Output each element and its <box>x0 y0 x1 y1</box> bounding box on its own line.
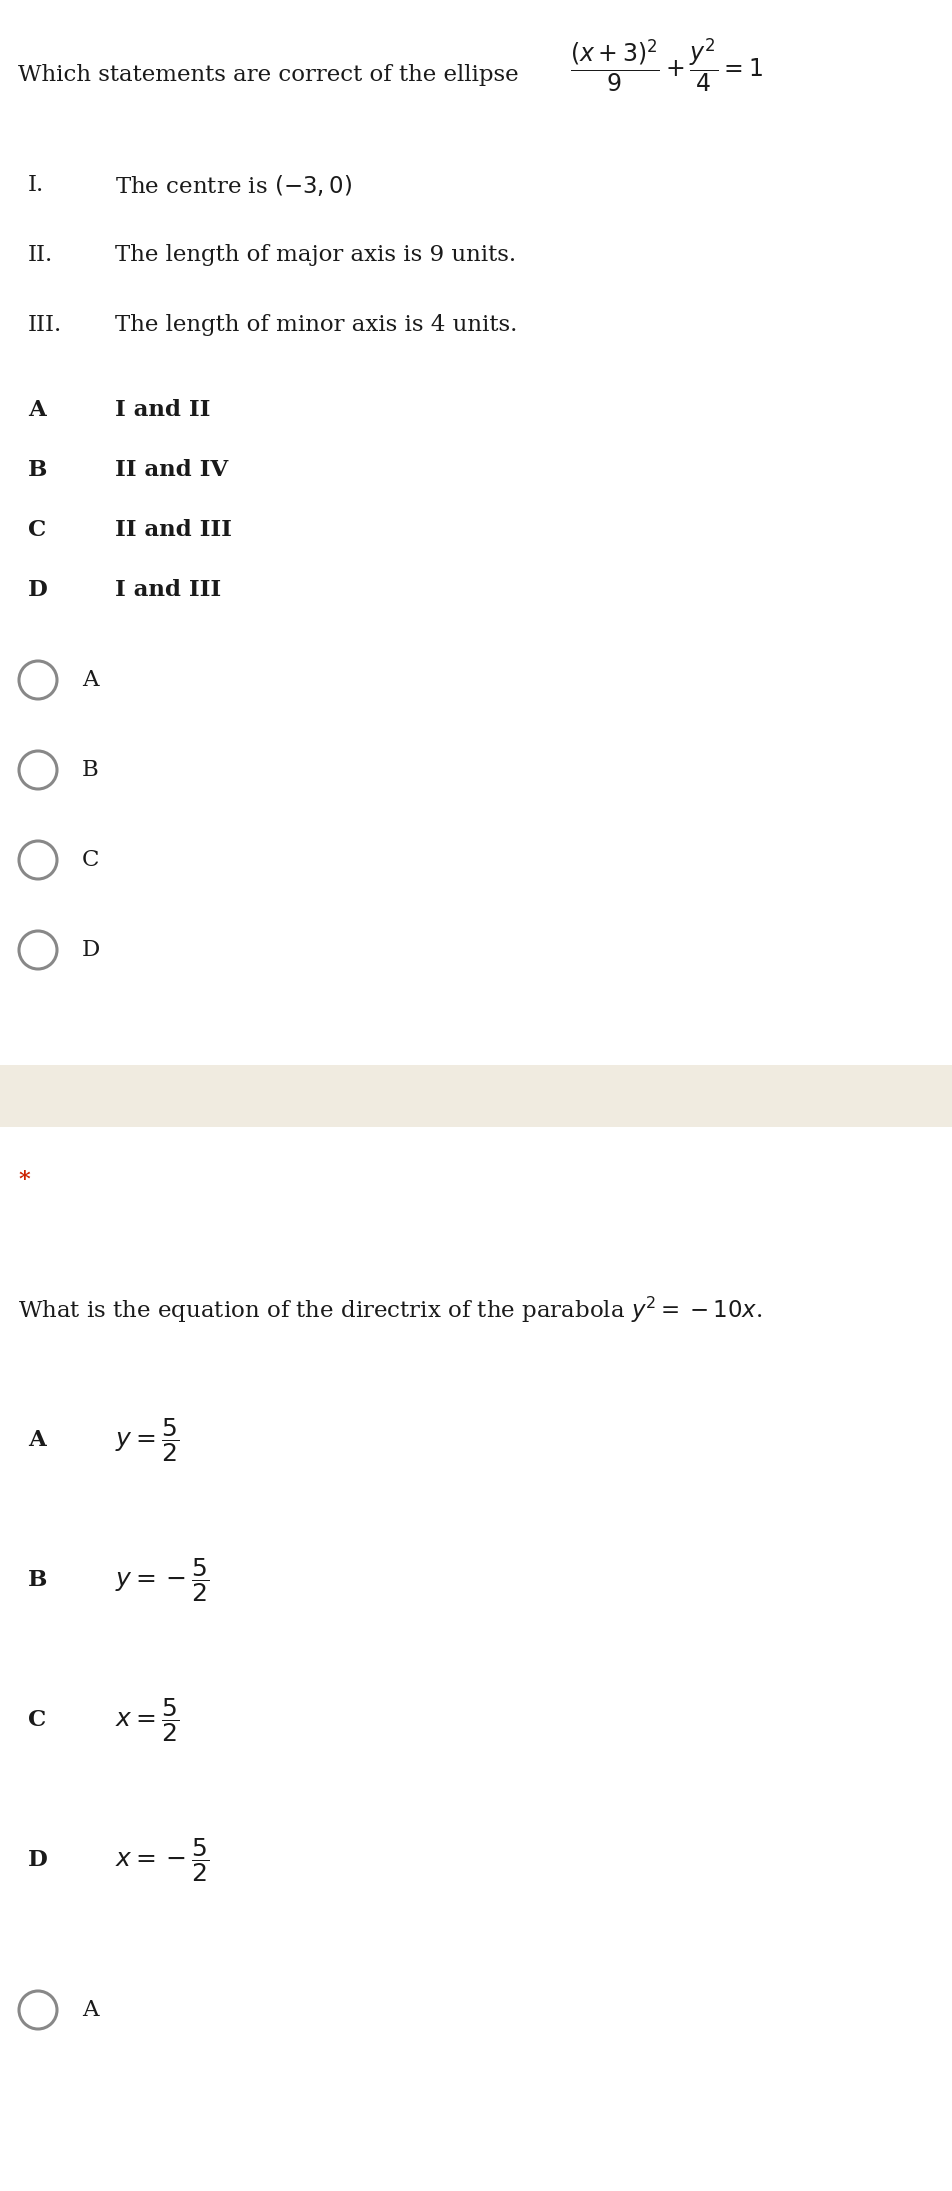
Text: A: A <box>82 1998 98 2020</box>
Text: II.: II. <box>28 243 53 265</box>
Text: I.: I. <box>28 173 44 195</box>
Text: A: A <box>28 399 46 421</box>
Text: D: D <box>28 1849 48 1871</box>
Text: II and IV: II and IV <box>115 458 228 482</box>
Text: II and III: II and III <box>115 519 232 541</box>
Bar <box>0 1065 952 1126</box>
Text: I and III: I and III <box>115 578 221 600</box>
Text: $x=\dfrac{5}{2}$: $x=\dfrac{5}{2}$ <box>115 1696 179 1744</box>
Text: The length of minor axis is 4 units.: The length of minor axis is 4 units. <box>115 313 517 335</box>
Text: C: C <box>82 848 100 872</box>
Text: D: D <box>82 940 100 962</box>
Text: A: A <box>28 1429 46 1450</box>
Text: $y=\dfrac{5}{2}$: $y=\dfrac{5}{2}$ <box>115 1415 179 1464</box>
Text: A: A <box>82 668 98 690</box>
Text: *: * <box>18 1170 30 1192</box>
Text: The length of major axis is 9 units.: The length of major axis is 9 units. <box>115 243 516 265</box>
Text: $y=-\dfrac{5}{2}$: $y=-\dfrac{5}{2}$ <box>115 1556 209 1604</box>
Text: B: B <box>28 1569 48 1591</box>
Text: The centre is $(-3,0)$: The centre is $(-3,0)$ <box>115 173 352 197</box>
Text: B: B <box>28 458 48 482</box>
Text: I and II: I and II <box>115 399 210 421</box>
Text: $x=-\dfrac{5}{2}$: $x=-\dfrac{5}{2}$ <box>115 1836 209 1884</box>
Text: C: C <box>28 519 47 541</box>
Text: B: B <box>82 758 99 780</box>
Text: D: D <box>28 578 48 600</box>
Text: C: C <box>28 1709 47 1731</box>
Text: III.: III. <box>28 313 62 335</box>
Text: What is the equation of the directrix of the parabola $y^{2}=-10x$.: What is the equation of the directrix of… <box>18 1295 763 1326</box>
Text: Which statements are correct of the ellipse: Which statements are correct of the elli… <box>18 64 519 85</box>
Text: $\dfrac{(x+3)^{2}}{9}+\dfrac{y^{2}}{4}=1$: $\dfrac{(x+3)^{2}}{9}+\dfrac{y^{2}}{4}=1… <box>570 37 763 94</box>
